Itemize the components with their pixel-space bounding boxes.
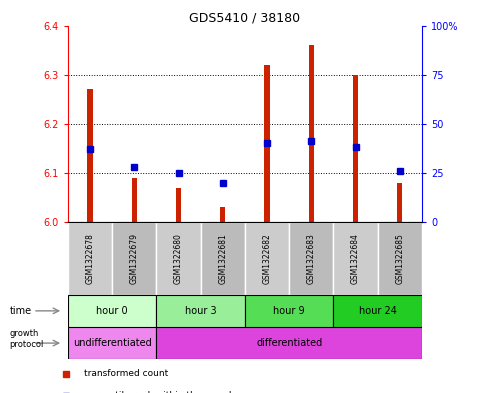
Text: hour 9: hour 9 bbox=[273, 306, 304, 316]
Text: GSM1322682: GSM1322682 bbox=[262, 233, 271, 284]
Title: GDS5410 / 38180: GDS5410 / 38180 bbox=[189, 11, 300, 24]
Bar bbox=[131, 178, 136, 222]
Text: hour 0: hour 0 bbox=[96, 306, 128, 316]
Bar bbox=[264, 65, 269, 222]
Text: GSM1322683: GSM1322683 bbox=[306, 233, 315, 284]
Bar bbox=[352, 75, 358, 222]
Text: GSM1322680: GSM1322680 bbox=[174, 233, 182, 284]
Bar bbox=[244, 295, 333, 327]
Bar bbox=[68, 222, 112, 295]
Text: hour 24: hour 24 bbox=[358, 306, 396, 316]
Bar bbox=[156, 295, 244, 327]
Text: GSM1322678: GSM1322678 bbox=[85, 233, 94, 284]
Text: GSM1322681: GSM1322681 bbox=[218, 233, 227, 284]
Text: percentile rank within the sample: percentile rank within the sample bbox=[84, 391, 237, 393]
Bar bbox=[156, 222, 200, 295]
Text: GSM1322685: GSM1322685 bbox=[394, 233, 404, 284]
Bar bbox=[87, 89, 92, 222]
Bar bbox=[68, 327, 156, 359]
Bar bbox=[244, 222, 288, 295]
Text: GSM1322679: GSM1322679 bbox=[130, 233, 138, 284]
Bar bbox=[68, 295, 156, 327]
Text: undifferentiated: undifferentiated bbox=[73, 338, 151, 348]
Bar bbox=[396, 183, 402, 222]
Bar bbox=[333, 222, 377, 295]
Text: growth
protocol: growth protocol bbox=[10, 329, 44, 349]
Bar bbox=[308, 45, 313, 222]
Text: time: time bbox=[10, 306, 32, 316]
Bar bbox=[200, 222, 244, 295]
Bar bbox=[377, 222, 421, 295]
Bar bbox=[176, 187, 181, 222]
Bar bbox=[288, 222, 333, 295]
Bar bbox=[333, 295, 421, 327]
Bar bbox=[220, 207, 225, 222]
Text: GSM1322684: GSM1322684 bbox=[350, 233, 359, 284]
Bar bbox=[112, 222, 156, 295]
Text: differentiated: differentiated bbox=[256, 338, 322, 348]
Bar bbox=[156, 327, 421, 359]
Text: hour 3: hour 3 bbox=[184, 306, 216, 316]
Text: transformed count: transformed count bbox=[84, 369, 168, 378]
